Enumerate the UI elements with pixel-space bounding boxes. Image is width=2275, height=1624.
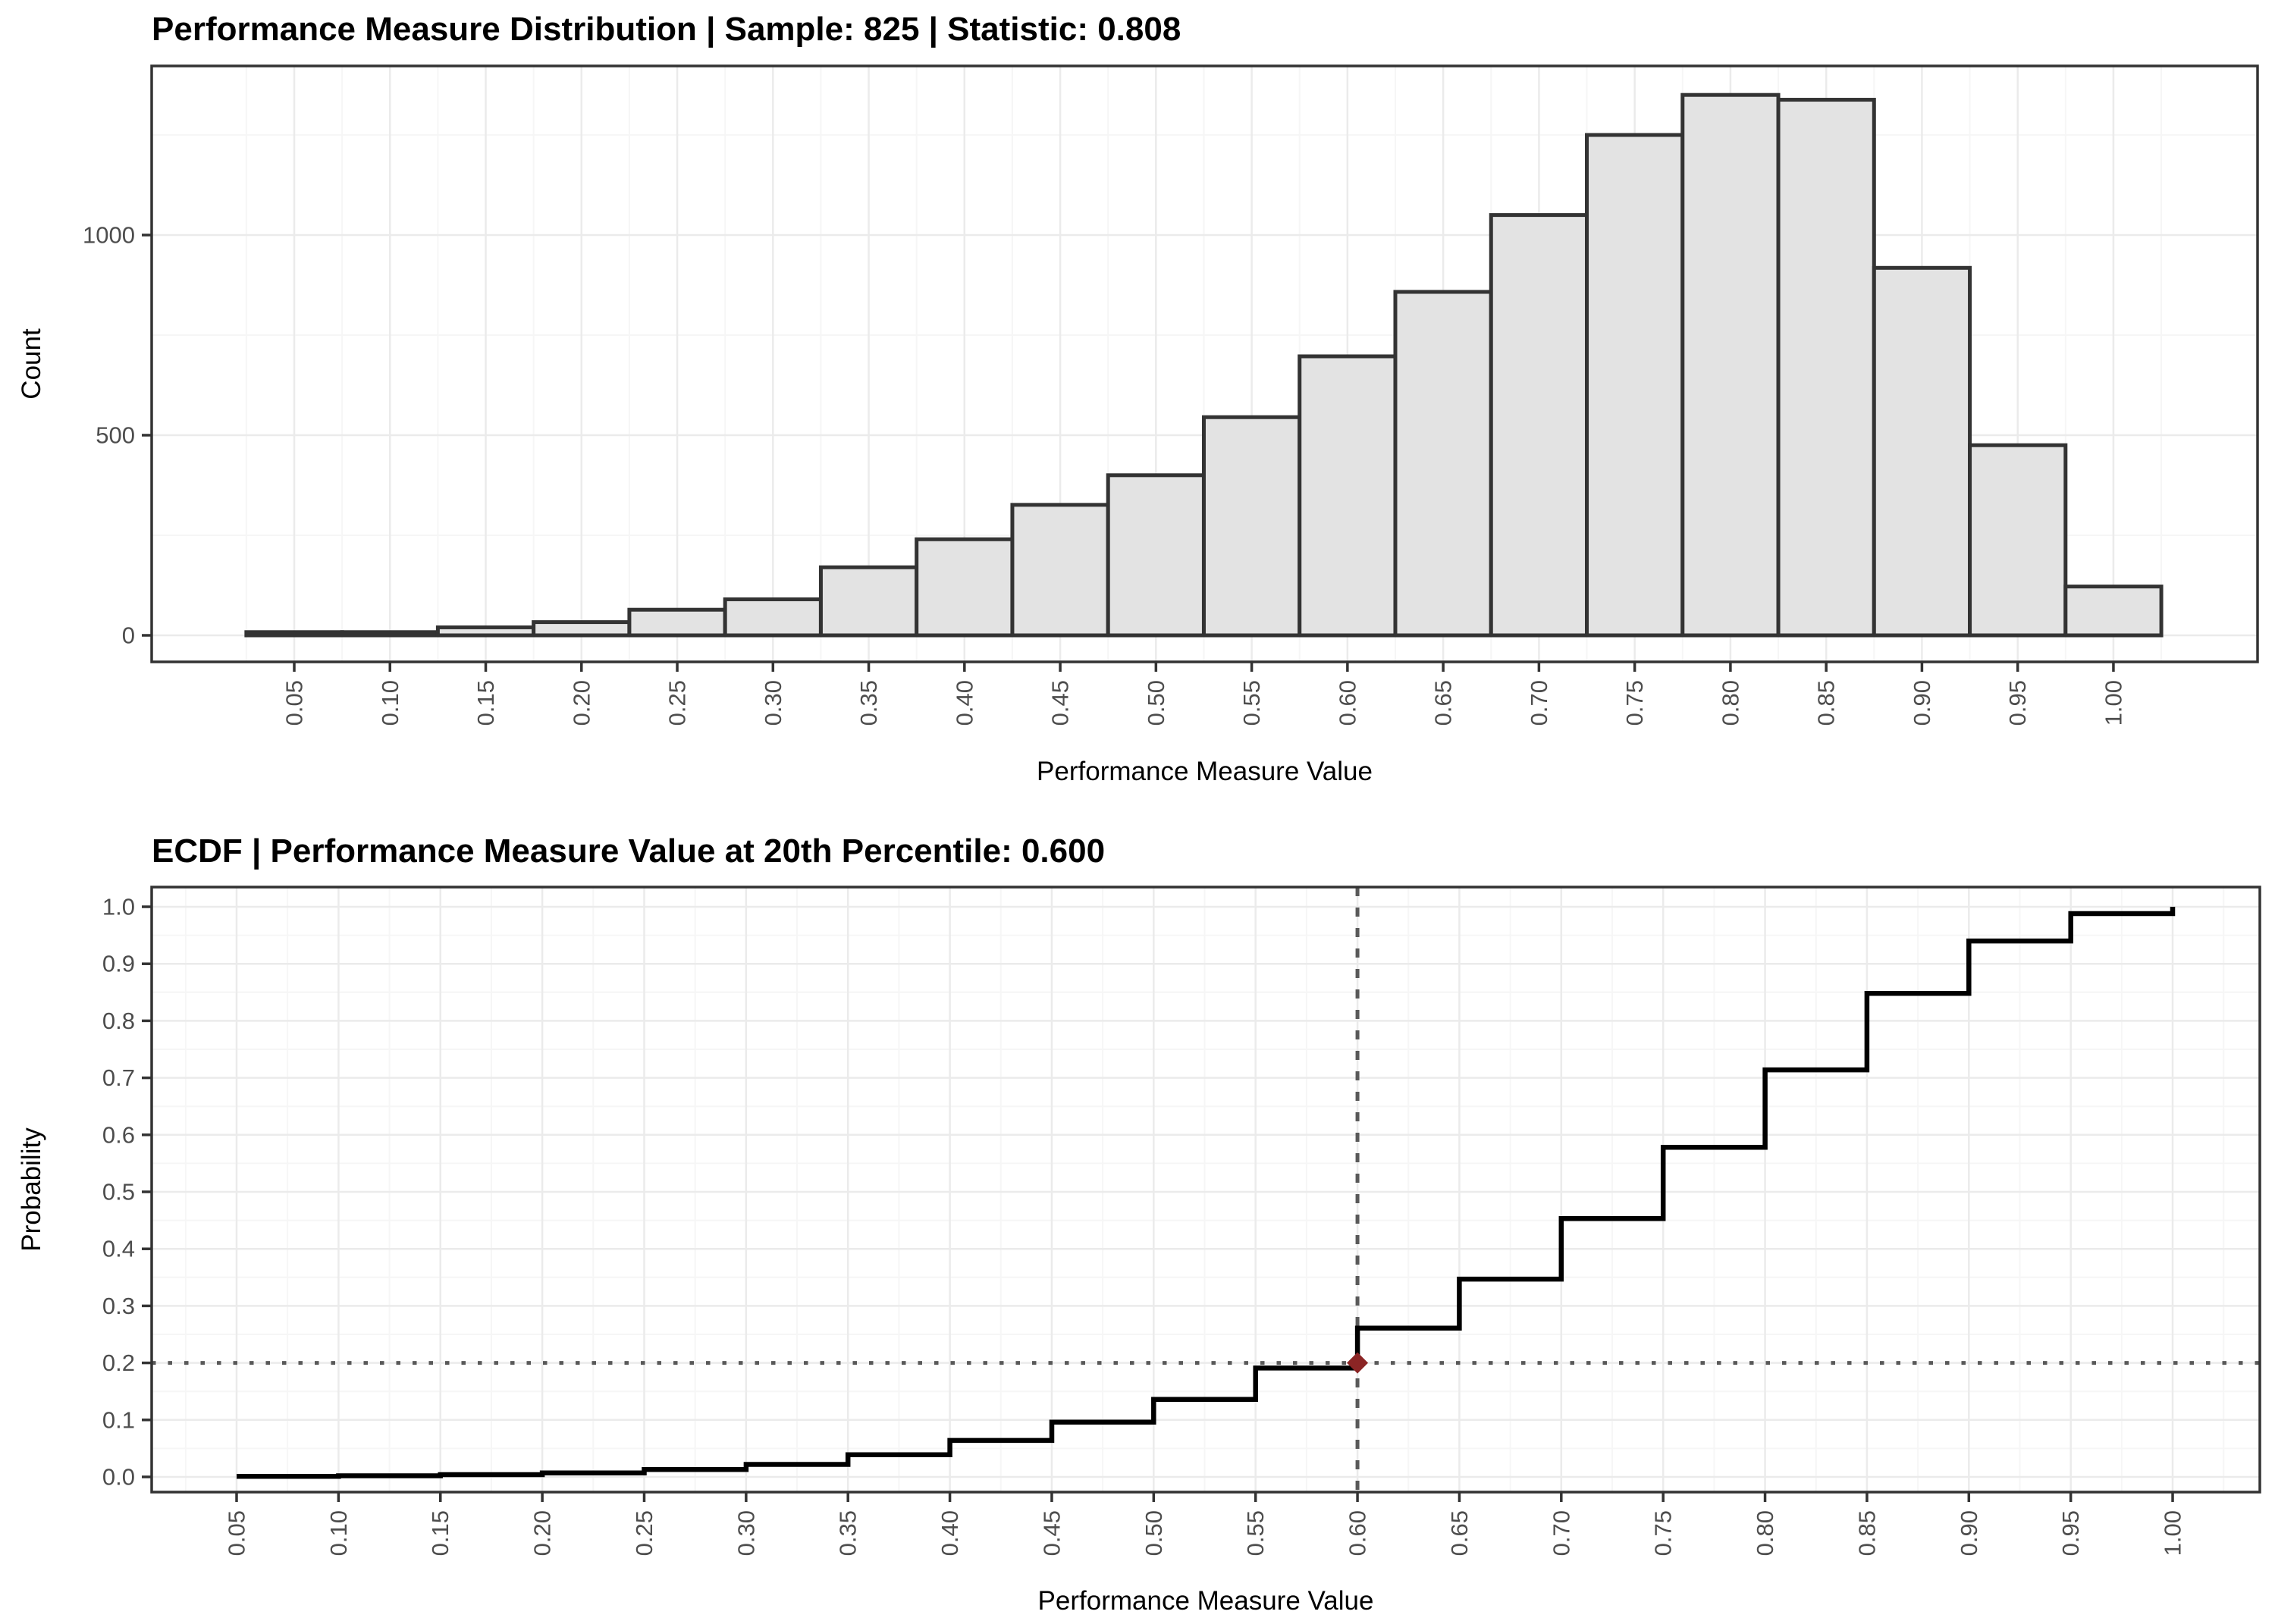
histogram-x-tick-label: 0.75 <box>1621 680 1648 726</box>
histogram-y-tick-label: 1000 <box>83 222 135 249</box>
ecdf-x-tick-label: 0.30 <box>733 1510 759 1556</box>
histogram-x-tick-label: 0.40 <box>951 680 977 726</box>
histogram-x-tick-label: 0.70 <box>1526 680 1552 726</box>
ecdf-x-tick-label: 0.55 <box>1242 1510 1269 1556</box>
histogram-x-tick-label: 0.25 <box>664 680 691 726</box>
histogram-x-tick-label: 0.60 <box>1334 680 1360 726</box>
histogram-bar <box>627 607 727 638</box>
histogram-bar <box>818 565 919 638</box>
histogram-bar <box>1298 354 1398 638</box>
ecdf-x-tick-label: 0.20 <box>529 1510 556 1556</box>
histogram-x-tick-label: 0.85 <box>1813 680 1840 726</box>
ecdf-step-line <box>237 907 2176 1479</box>
histogram-x-tick-label: 0.10 <box>377 680 403 726</box>
ecdf-x-tick-label: 0.65 <box>1446 1510 1473 1556</box>
histogram-title: Performance Measure Distribution | Sampl… <box>152 11 1181 48</box>
histogram-x-tick-label: 1.00 <box>2100 680 2126 726</box>
ecdf-y-tick-label: 0.9 <box>102 951 135 977</box>
histogram-bar <box>915 537 1015 638</box>
ecdf-panel-border <box>150 886 2261 1494</box>
ecdf-x-tick-label: 0.50 <box>1141 1510 1167 1556</box>
histogram-bar <box>2063 585 2164 638</box>
histogram-bar <box>1201 415 1302 638</box>
ecdf-x-tick-label: 0.15 <box>427 1510 453 1556</box>
histogram-x-tick-label: 0.55 <box>1238 680 1265 726</box>
ecdf-x-tick-label: 0.45 <box>1038 1510 1065 1556</box>
histogram-bar <box>435 625 536 638</box>
ecdf-y-tick-label: 0.7 <box>102 1064 135 1091</box>
ecdf-x-tick-label: 0.10 <box>325 1510 352 1556</box>
ecdf-y-tick-label: 0.0 <box>102 1464 135 1491</box>
ecdf-x-tick-label: 1.00 <box>2160 1510 2186 1556</box>
histogram-bar <box>340 630 440 638</box>
histogram-bar <box>723 597 823 638</box>
ecdf-y-tick-label: 0.6 <box>102 1121 135 1148</box>
histogram-bar <box>1010 503 1110 638</box>
ecdf-y-tick-label: 1.0 <box>102 894 135 920</box>
ecdf-title: ECDF | Performance Measure Value at 20th… <box>152 832 1106 870</box>
histogram-x-tick-label: 0.35 <box>855 680 882 726</box>
ecdf-x-tick-label: 0.75 <box>1650 1510 1677 1556</box>
ecdf-x-tick-label: 0.80 <box>1752 1510 1778 1556</box>
ecdf-x-tick-label: 0.60 <box>1345 1510 1371 1556</box>
histogram-bar <box>1585 133 1685 638</box>
histogram-bar <box>1106 473 1206 638</box>
histogram-bar <box>1489 213 1589 638</box>
histogram-y-tick-label: 500 <box>96 422 135 449</box>
histogram-bar <box>244 630 344 638</box>
histogram-y-tick-label: 0 <box>122 622 135 649</box>
histogram-x-axis-title: Performance Measure Value <box>1037 757 1373 786</box>
ecdf-x-axis-title: Performance Measure Value <box>1037 1586 1374 1616</box>
ecdf-y-tick-label: 0.8 <box>102 1008 135 1034</box>
ecdf-y-tick-label: 0.4 <box>102 1236 135 1262</box>
histogram-x-tick-label: 0.05 <box>281 680 308 726</box>
histogram-x-tick-label: 0.90 <box>1909 680 1935 726</box>
ecdf-x-tick-label: 0.40 <box>937 1510 963 1556</box>
ecdf-y-tick-label: 0.5 <box>102 1179 135 1205</box>
ecdf-x-tick-label: 0.35 <box>835 1510 861 1556</box>
ecdf-percentile-marker <box>1347 1352 1369 1374</box>
ecdf-y-tick-label: 0.2 <box>102 1350 135 1376</box>
histogram-x-tick-label: 0.95 <box>2004 680 2031 726</box>
histogram-bar <box>1680 92 1781 638</box>
ecdf-x-tick-label: 0.90 <box>1956 1510 1982 1556</box>
ecdf-x-tick-label: 0.05 <box>224 1510 250 1556</box>
histogram-panel-border <box>150 64 2259 663</box>
histogram-bar <box>532 620 632 638</box>
histogram-x-tick-label: 0.65 <box>1430 680 1457 726</box>
ecdf-x-tick-label: 0.25 <box>631 1510 657 1556</box>
histogram-x-tick-label: 0.20 <box>568 680 595 726</box>
ecdf-y-axis-title: Probability <box>17 1127 46 1252</box>
histogram-x-tick-label: 0.15 <box>472 680 499 726</box>
histogram-x-tick-label: 0.50 <box>1143 680 1169 726</box>
histogram-bar <box>1393 290 1493 638</box>
histogram-x-tick-label: 0.45 <box>1047 680 1074 726</box>
ecdf-x-tick-label: 0.95 <box>2057 1510 2084 1556</box>
ecdf-x-tick-label: 0.70 <box>1548 1510 1574 1556</box>
histogram-x-tick-label: 0.80 <box>1717 680 1743 726</box>
ecdf-y-tick-label: 0.3 <box>102 1293 135 1319</box>
ecdf-y-tick-label: 0.1 <box>102 1406 135 1433</box>
histogram-bar <box>1872 265 1972 638</box>
histogram-bar <box>1968 443 2068 638</box>
ecdf-x-tick-label: 0.85 <box>1853 1510 1880 1556</box>
histogram-y-axis-title: Count <box>17 328 46 400</box>
histogram-bar <box>1776 98 1876 638</box>
histogram-x-tick-label: 0.30 <box>760 680 786 726</box>
